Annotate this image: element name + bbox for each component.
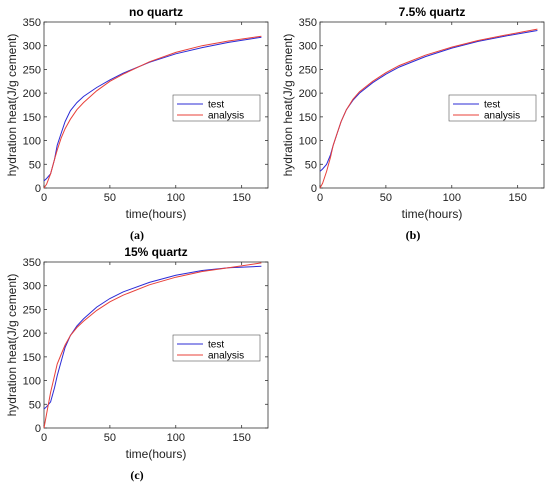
- y-tick-label: 200: [299, 88, 317, 100]
- y-tick-label: 350: [23, 257, 41, 269]
- y-tick-label: 150: [23, 112, 41, 124]
- x-tick-label: 150: [232, 432, 250, 444]
- x-tick-label: 150: [232, 192, 250, 204]
- y-tick-label: 200: [23, 328, 41, 340]
- legend-label-test: test: [208, 100, 224, 111]
- series-line-analysis: [43, 35, 262, 189]
- y-tick-label: 0: [311, 183, 317, 195]
- legend-label-analysis: analysis: [208, 111, 244, 122]
- legend-label-test: test: [208, 340, 224, 351]
- y-tick-label: 150: [23, 352, 41, 364]
- x-tick-label: 150: [508, 192, 526, 204]
- series-line-analysis: [319, 28, 538, 189]
- x-tick-label: 0: [317, 192, 323, 204]
- legend-box: [172, 94, 261, 122]
- legend-box: [172, 334, 261, 362]
- chart-title: 7.5% quartz: [399, 5, 466, 19]
- x-axis-label: time(hours): [126, 447, 187, 461]
- y-axis-label: hydration heat(J/g cement): [281, 34, 295, 177]
- y-tick-label: 0: [35, 183, 41, 195]
- x-tick-label: 50: [104, 192, 116, 204]
- panel-caption: (c): [130, 468, 143, 482]
- y-tick-label: 200: [23, 88, 41, 100]
- y-tick-label: 250: [23, 64, 41, 76]
- y-axis-label: hydration heat(J/g cement): [5, 274, 19, 417]
- x-tick-label: 50: [380, 192, 392, 204]
- y-tick-label: 0: [35, 423, 41, 435]
- x-tick-label: 100: [167, 432, 185, 444]
- legend-label-analysis: analysis: [484, 111, 520, 122]
- y-tick-label: 100: [23, 136, 41, 148]
- x-axis-label: time(hours): [126, 207, 187, 221]
- chart-panel-2: 7.5% quartz 0 50 100 150 200 250 300 350 0 50 100 15…: [281, 5, 545, 242]
- x-tick-label: 100: [443, 192, 461, 204]
- panel-caption: (b): [406, 228, 421, 242]
- chart-panel-3: 15% quartz 0 50 100 150 200 250 300 350 0 50 100 150…: [5, 245, 269, 482]
- y-tick-label: 100: [299, 136, 317, 148]
- x-tick-label: 100: [167, 192, 185, 204]
- y-tick-label: 300: [23, 41, 41, 53]
- x-axis-label: time(hours): [402, 207, 463, 221]
- y-tick-label: 50: [29, 159, 41, 171]
- y-axis-label: hydration heat(J/g cement): [5, 34, 19, 177]
- y-tick-label: 350: [299, 17, 317, 29]
- chart-title: no quartz: [129, 5, 183, 19]
- series-line-analysis: [43, 262, 262, 429]
- legend-label-test: test: [484, 100, 500, 111]
- series-line-test: [43, 265, 262, 410]
- legend-box: [448, 94, 537, 122]
- y-tick-label: 300: [299, 41, 317, 53]
- y-tick-label: 250: [23, 304, 41, 316]
- x-tick-label: 0: [41, 432, 47, 444]
- legend-label-analysis: analysis: [208, 351, 244, 362]
- y-tick-label: 100: [23, 376, 41, 388]
- chart-panel-1: no quartz 0 50 100 150 200 250 300 350 0 50 100 150 t…: [5, 5, 269, 242]
- y-tick-label: 300: [23, 281, 41, 293]
- x-tick-label: 0: [41, 192, 47, 204]
- x-tick-label: 50: [104, 432, 116, 444]
- chart-title: 15% quartz: [124, 245, 187, 259]
- panel-caption: (a): [130, 228, 144, 242]
- y-tick-label: 250: [299, 64, 317, 76]
- y-tick-label: 350: [23, 17, 41, 29]
- y-tick-label: 150: [299, 112, 317, 124]
- series-line-test: [319, 30, 538, 172]
- y-tick-label: 50: [29, 399, 41, 411]
- y-tick-label: 50: [305, 159, 317, 171]
